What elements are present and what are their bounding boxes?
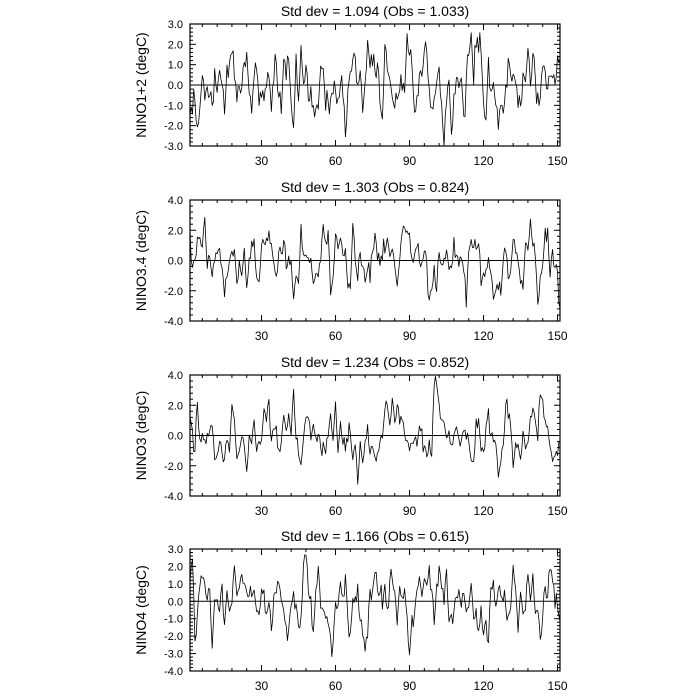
y-tick-label: 0.0 <box>168 80 183 92</box>
y-tick-label: 2.0 <box>168 225 183 237</box>
series-line <box>189 554 561 658</box>
y-axis-label: NINO1+2 (degC) <box>133 32 149 137</box>
plot-frame <box>189 374 561 497</box>
y-tick-label: -4.0 <box>164 666 183 678</box>
x-tick-label: 120 <box>474 329 494 343</box>
y-tick-label: 0.0 <box>168 596 183 608</box>
plot-frame <box>189 199 561 322</box>
x-tick-label: 30 <box>255 504 269 518</box>
y-axis-label: NINO3.4 (degC) <box>133 210 149 311</box>
x-tick-label: 60 <box>329 504 343 518</box>
y-tick-label: 3.0 <box>168 19 183 31</box>
y-tick-label: -4.0 <box>164 491 183 503</box>
chart-panel-4: Std dev = 1.166 (Obs = 0.615) NINO4 (degC… <box>133 528 568 693</box>
y-tick-label: 4.0 <box>168 195 183 207</box>
y-tick-label: -2.0 <box>164 286 183 298</box>
x-tick-label: 90 <box>403 679 417 693</box>
x-tick-label: 30 <box>255 329 269 343</box>
y-tick-label: -1.0 <box>164 614 183 626</box>
x-tick-label: 150 <box>548 329 568 343</box>
x-tick-label: 150 <box>548 679 568 693</box>
y-tick-label: 4.0 <box>168 370 183 382</box>
panel-title: Std dev = 1.303 (Obs = 0.824) <box>281 179 469 195</box>
x-tick-label: 30 <box>255 154 269 168</box>
chart-panel-1: Std dev = 1.094 (Obs = 1.033) NINO1+2 (de… <box>133 3 568 168</box>
x-tick-label: 60 <box>329 154 343 168</box>
panel-title: Std dev = 1.094 (Obs = 1.033) <box>281 3 469 19</box>
y-tick-label: -1.0 <box>164 100 183 112</box>
y-tick-label: -3.0 <box>164 141 183 153</box>
y-tick-label: 2.0 <box>168 39 183 51</box>
panel-title: Std dev = 1.166 (Obs = 0.615) <box>281 528 469 544</box>
x-tick-label: 90 <box>403 154 417 168</box>
chart-panel-3: Std dev = 1.234 (Obs = 0.852) NINO3 (degC… <box>133 354 568 518</box>
y-tick-label: 1.0 <box>168 60 183 72</box>
series-line <box>189 32 561 147</box>
y-axis-label: NINO4 (degC) <box>133 565 149 654</box>
chart-panel-2: Std dev = 1.303 (Obs = 0.824) NINO3.4 (de… <box>133 179 568 343</box>
y-tick-label: -2.0 <box>164 121 183 133</box>
y-tick-label: 0.0 <box>168 256 183 268</box>
x-tick-label: 30 <box>255 679 269 693</box>
series-line <box>189 375 561 485</box>
y-tick-label: 0.0 <box>168 431 183 443</box>
x-tick-label: 90 <box>403 329 417 343</box>
y-tick-label: -2.0 <box>164 461 183 473</box>
y-tick-label: 2.0 <box>168 561 183 573</box>
y-tick-label: -4.0 <box>164 316 183 328</box>
x-tick-label: 120 <box>474 679 494 693</box>
y-tick-label: 3.0 <box>168 544 183 556</box>
series-line <box>189 217 561 309</box>
y-tick-label: -3.0 <box>164 649 183 661</box>
y-axis-label: NINO3 (degC) <box>133 391 149 480</box>
y-tick-label: 1.0 <box>168 579 183 591</box>
x-tick-label: 150 <box>548 154 568 168</box>
x-tick-label: 120 <box>474 504 494 518</box>
x-tick-label: 90 <box>403 504 417 518</box>
panel-title: Std dev = 1.234 (Obs = 0.852) <box>281 354 469 370</box>
plot-frame <box>189 548 561 672</box>
plot-frame <box>189 23 561 147</box>
x-tick-label: 60 <box>329 679 343 693</box>
y-tick-label: -2.0 <box>164 631 183 643</box>
x-tick-label: 60 <box>329 329 343 343</box>
x-tick-label: 120 <box>474 154 494 168</box>
y-tick-label: 2.0 <box>168 400 183 412</box>
x-tick-label: 150 <box>548 504 568 518</box>
